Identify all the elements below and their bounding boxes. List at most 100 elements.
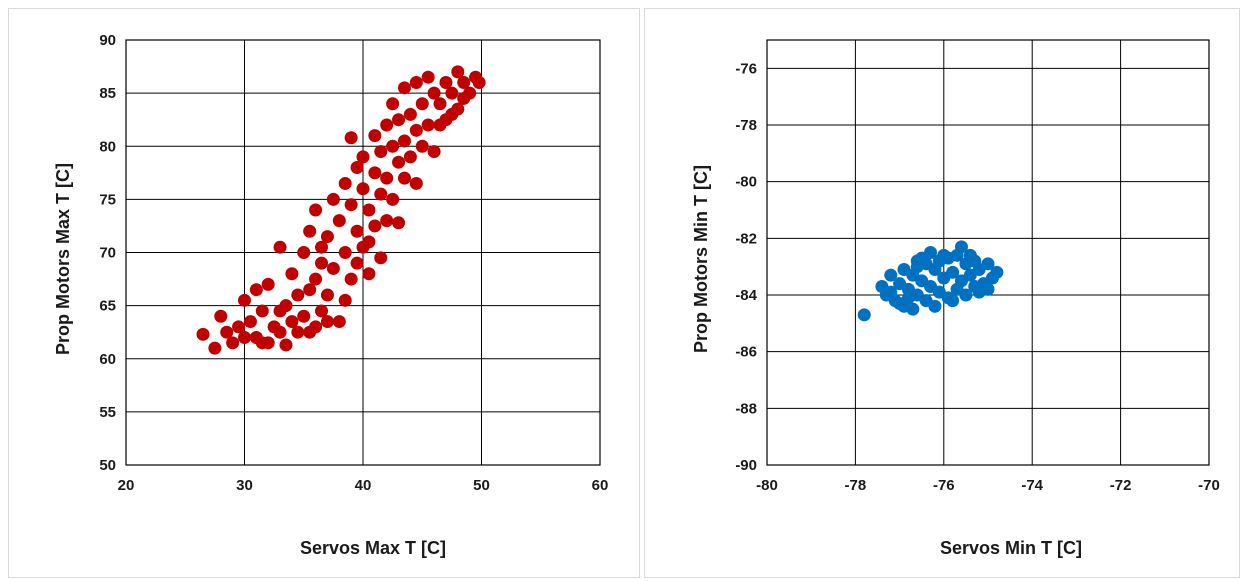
- data-point: [356, 182, 370, 196]
- y-tick-label: 60: [99, 351, 116, 368]
- data-point: [303, 283, 317, 297]
- data-point: [368, 129, 382, 143]
- data-point: [208, 341, 222, 355]
- x-tick-label: -70: [1198, 477, 1220, 494]
- x-tick-label: 60: [592, 477, 609, 494]
- data-point: [226, 336, 240, 350]
- x-tick-label: -74: [1021, 477, 1043, 494]
- data-point: [238, 331, 251, 344]
- data-point: [380, 214, 394, 228]
- scatter-chart-min-temp: Servos Min T [C] Prop Motors Min T [C] -…: [691, 39, 1220, 558]
- data-point: [445, 107, 459, 121]
- x-tick-label: -76: [933, 477, 955, 494]
- data-point: [374, 187, 388, 201]
- data-point: [315, 304, 329, 318]
- data-point: [196, 327, 210, 341]
- data-point: [332, 315, 346, 329]
- y-tick-label: -76: [735, 60, 757, 77]
- data-point: [972, 285, 986, 299]
- data-point: [421, 70, 435, 84]
- data-point: [344, 131, 358, 145]
- data-point: [309, 320, 323, 334]
- data-point: [906, 302, 920, 316]
- data-point: [273, 304, 287, 318]
- data-point: [279, 338, 293, 352]
- data-point: [427, 145, 441, 159]
- data-point: [386, 97, 400, 111]
- data-point: [344, 272, 358, 286]
- data-point: [214, 309, 228, 323]
- data-point: [338, 246, 352, 259]
- data-point: [924, 246, 938, 259]
- data-point: [243, 315, 257, 329]
- data-point: [386, 192, 400, 206]
- data-point: [320, 230, 334, 244]
- data-point: [350, 224, 364, 238]
- data-point: [893, 297, 907, 310]
- data-point: [884, 268, 898, 282]
- data-point: [344, 198, 358, 212]
- data-point: [285, 315, 299, 329]
- y-tick-label: -80: [735, 174, 757, 191]
- data-point: [326, 192, 340, 206]
- data-point: [451, 65, 465, 79]
- data-points: [196, 65, 486, 355]
- data-points: [857, 240, 1004, 322]
- data-point: [928, 299, 942, 313]
- data-point: [350, 256, 364, 270]
- data-point: [937, 248, 951, 262]
- data-point: [403, 150, 417, 164]
- data-point: [362, 267, 376, 281]
- y-tick-label: -88: [735, 400, 757, 417]
- data-point: [392, 216, 406, 230]
- plot-area: [766, 39, 1210, 466]
- data-point: [309, 203, 323, 217]
- data-point: [392, 155, 406, 169]
- data-point: [415, 139, 429, 153]
- x-tick-label: -72: [1110, 477, 1132, 494]
- data-point: [303, 224, 317, 238]
- data-point: [386, 139, 400, 153]
- y-tick-label: 85: [99, 85, 116, 102]
- data-point: [362, 203, 376, 217]
- y-tick-label: 65: [99, 298, 116, 315]
- data-point: [946, 265, 960, 279]
- data-point: [959, 288, 973, 302]
- y-axis-title: Prop Motors Max T [C]: [53, 163, 73, 355]
- data-point: [291, 288, 305, 302]
- data-point: [255, 336, 269, 350]
- data-point: [457, 91, 471, 105]
- data-point: [990, 265, 1004, 279]
- x-tick-label: -80: [756, 477, 778, 494]
- data-point: [320, 288, 334, 302]
- data-point: [981, 257, 995, 271]
- data-point: [415, 97, 429, 111]
- x-axis-title: Servos Min T [C]: [940, 538, 1082, 558]
- data-point: [332, 214, 346, 228]
- scatter-chart-max-temp: Servos Max T [C] Prop Motors Max T [C] 5…: [53, 32, 609, 558]
- data-point: [421, 118, 435, 132]
- y-tick-label: -90: [735, 457, 757, 474]
- data-point: [309, 272, 323, 286]
- y-axis-title: Prop Motors Min T [C]: [691, 165, 711, 353]
- y-tick-label: 70: [99, 245, 116, 262]
- x-tick-label: 50: [473, 477, 490, 494]
- data-point: [338, 176, 352, 190]
- data-point: [409, 76, 423, 89]
- y-tick-label: -78: [735, 117, 757, 134]
- data-point: [315, 256, 329, 270]
- y-tick-label: 55: [99, 404, 116, 421]
- y-tick-label: 90: [99, 32, 116, 49]
- data-point: [232, 320, 246, 334]
- data-point: [963, 248, 977, 262]
- data-point: [397, 134, 411, 148]
- data-point: [946, 294, 960, 308]
- data-point: [320, 315, 334, 329]
- plot-area: [125, 39, 601, 466]
- data-point: [297, 246, 311, 259]
- data-point: [380, 171, 394, 185]
- data-point: [326, 261, 340, 275]
- data-point: [368, 219, 382, 233]
- data-point: [433, 118, 447, 132]
- data-point: [380, 118, 394, 132]
